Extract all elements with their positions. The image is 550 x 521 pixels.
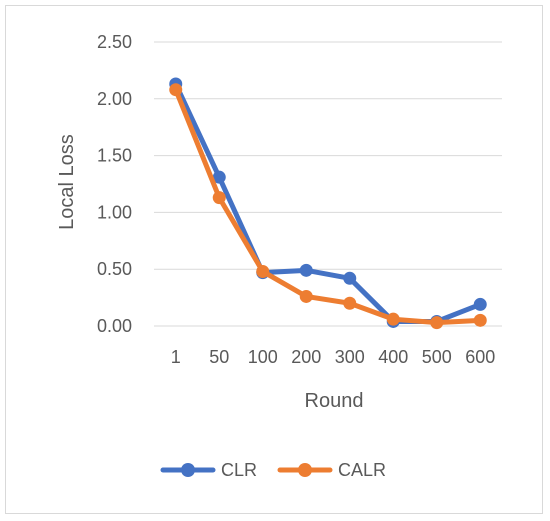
- legend-swatch-marker: [298, 463, 312, 477]
- gridlines: [154, 41, 502, 327]
- y-tick-labels: 0.00 0.50 1.00 1.50 2.00 2.50: [97, 32, 132, 336]
- legend-item-clr: CLR: [160, 460, 257, 480]
- x-tick-label: 600: [465, 347, 495, 367]
- data-point: [430, 316, 444, 330]
- y-axis-title: Local Loss: [56, 134, 78, 230]
- data-point: [473, 297, 487, 311]
- legend-label: CLR: [221, 460, 257, 480]
- y-tick-label: 0.00: [97, 316, 132, 336]
- legend-swatch-marker: [181, 463, 195, 477]
- x-tick-label: 500: [422, 347, 452, 367]
- chart-frame: [5, 5, 543, 514]
- data-point: [212, 170, 226, 184]
- data-point: [256, 264, 270, 278]
- legend-item-calr: CALR: [277, 460, 386, 480]
- x-tick-label: 100: [248, 347, 278, 367]
- data-point: [169, 83, 183, 97]
- data-point: [299, 289, 313, 303]
- data-point: [343, 296, 357, 310]
- x-axis-title: Round: [305, 390, 364, 412]
- data-point: [386, 312, 400, 326]
- x-tick-label: 400: [378, 347, 408, 367]
- x-tick-label: 200: [291, 347, 321, 367]
- y-tick-label: 2.50: [97, 32, 132, 52]
- legend-label: CALR: [338, 460, 386, 480]
- series-layer: [169, 77, 487, 330]
- x-tick-labels: 1 50 100 200 300 400 500 600: [171, 347, 496, 367]
- x-tick-label: 300: [335, 347, 365, 367]
- y-tick-label: 1.00: [97, 202, 132, 222]
- series-calr: [169, 83, 487, 330]
- data-point: [212, 191, 226, 205]
- legend: CLR CALR: [160, 460, 386, 480]
- y-tick-label: 1.50: [97, 146, 132, 166]
- series-line: [173, 87, 483, 326]
- data-point: [299, 263, 313, 277]
- x-tick-label: 1: [171, 347, 181, 367]
- data-point: [473, 313, 487, 327]
- y-tick-label: 0.50: [97, 259, 132, 279]
- x-tick-label: 50: [209, 347, 229, 367]
- data-point: [343, 271, 357, 285]
- y-tick-label: 2.00: [97, 89, 132, 109]
